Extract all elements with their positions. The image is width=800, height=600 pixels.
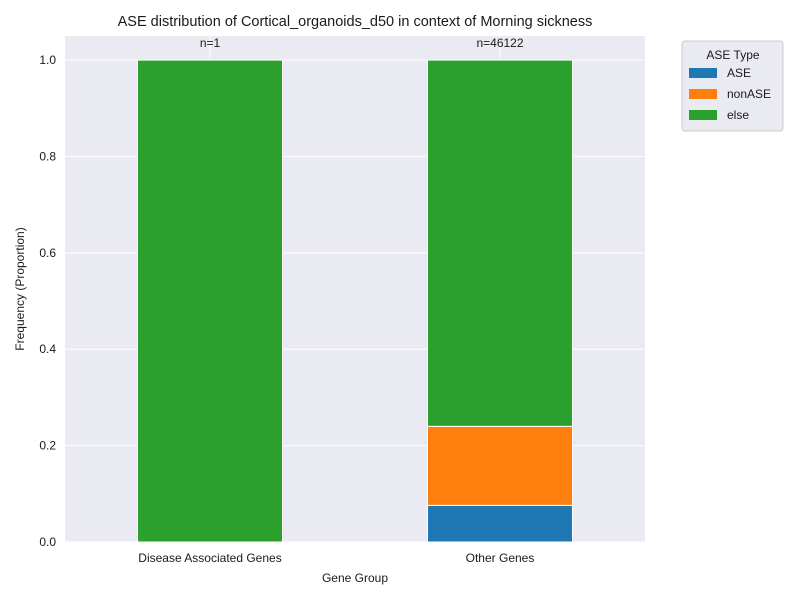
bar-segment-nonase (427, 425, 573, 506)
legend-box (681, 40, 784, 132)
count-annotation: n=46122 (476, 36, 523, 50)
x-tick-label: Other Genes (466, 551, 535, 565)
bar-segment-else (427, 59, 573, 427)
legend-label-nonase: nonASE (727, 87, 771, 101)
legend-swatch-nonase (689, 89, 717, 99)
bar-segment-ase (427, 504, 573, 543)
legend-swatch-else (689, 110, 717, 120)
legend-label-else: else (727, 108, 749, 122)
y-tick-label: 0.8 (39, 149, 56, 163)
legend-swatch-ase (689, 68, 717, 78)
y-tick-label: 0.4 (39, 342, 56, 356)
chart-title: ASE distribution of Cortical_organoids_d… (118, 14, 593, 30)
y-axis-label: Frequency (Proportion) (13, 227, 27, 350)
y-tick-label: 0.6 (39, 246, 56, 260)
count-annotations: n=1 n=46122 (200, 36, 524, 50)
legend: ASE Type ASE nonASE else (681, 40, 784, 132)
count-annotation: n=1 (200, 36, 221, 50)
x-axis-ticks: Disease Associated Genes Other Genes (138, 551, 534, 565)
legend-label-ase: ASE (727, 66, 751, 80)
y-tick-label: 0.2 (39, 439, 56, 453)
x-tick-label: Disease Associated Genes (138, 551, 281, 565)
y-axis-ticks: 0.0 0.2 0.4 0.6 0.8 1.0 (39, 53, 56, 549)
bars (137, 59, 573, 543)
y-tick-label: 0.0 (39, 535, 56, 549)
bar-segment-else (137, 59, 283, 543)
legend-title: ASE Type (706, 48, 759, 62)
x-axis-label: Gene Group (322, 571, 388, 585)
y-tick-label: 1.0 (39, 53, 56, 67)
legend-items: ASE nonASE else (689, 66, 771, 122)
